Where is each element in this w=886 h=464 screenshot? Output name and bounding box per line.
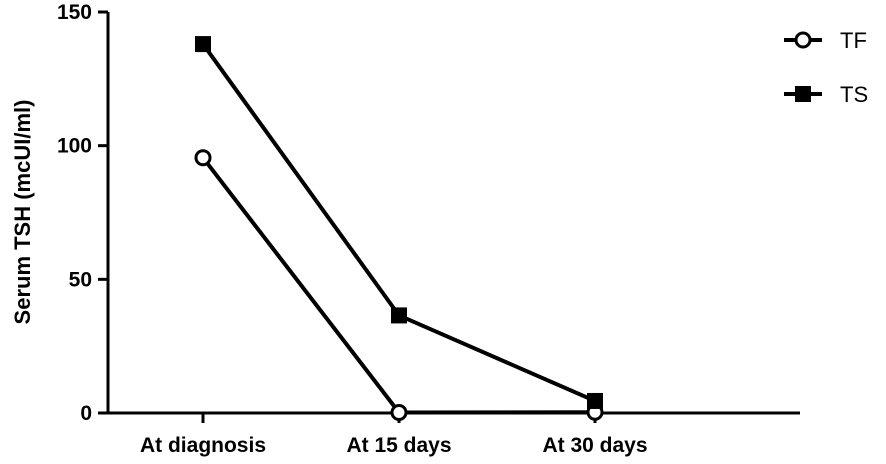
y-tick-label: 150	[57, 1, 92, 24]
y-tick-label: 100	[57, 135, 92, 158]
data-point-ts	[391, 307, 407, 324]
data-point-ts	[587, 392, 603, 409]
x-tick-label: At diagnosis	[140, 434, 266, 457]
legend-label: TS	[840, 82, 868, 107]
data-point-tf	[194, 149, 212, 167]
y-tick-label: 0	[80, 402, 92, 425]
y-axis-title: Serum TSH (mcUI/ml)	[10, 100, 35, 325]
data-point-ts	[195, 36, 211, 53]
y-tick-label: 50	[69, 268, 92, 291]
x-tick-label: At 30 days	[542, 434, 647, 457]
series-line-ts	[201, 42, 596, 403]
data-point-tf	[390, 403, 408, 421]
legend-marker-ts	[795, 86, 811, 102]
legend-item-ts: TS	[784, 82, 868, 107]
legend-label: TF	[840, 28, 867, 53]
legend: TF TS	[784, 28, 868, 107]
x-tick-label: At 15 days	[346, 434, 451, 457]
legend-marker-tf	[794, 31, 812, 49]
series-ts	[195, 36, 603, 409]
legend-item-tf: TF	[784, 28, 867, 53]
series-tf	[194, 149, 604, 421]
axes	[106, 12, 800, 415]
tick-labels: 0 50 100 150 At diagnosis At 15 days At 30 day…	[57, 1, 648, 457]
series-lines	[194, 36, 604, 421]
tick-marks	[98, 10, 597, 423]
